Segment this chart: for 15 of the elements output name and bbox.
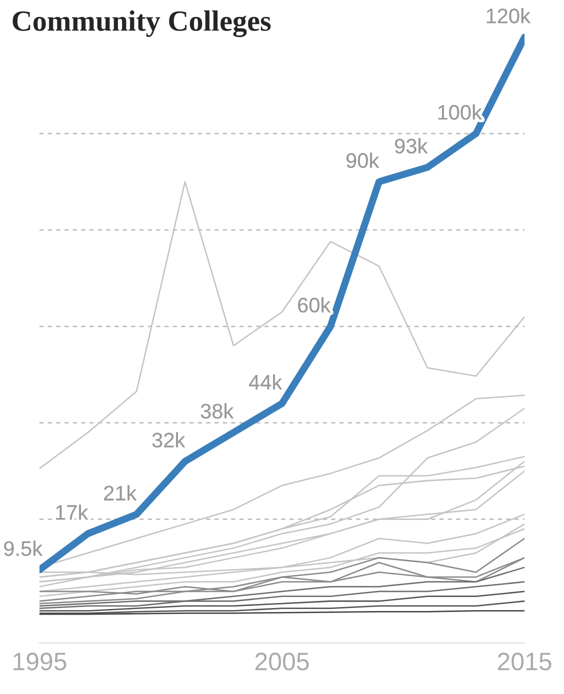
x-tick-label: 2005: [255, 652, 309, 670]
data-label: 100k: [438, 104, 482, 120]
data-label: 90k: [346, 152, 380, 168]
data-label: 120k: [486, 8, 530, 24]
data-label: 93k: [395, 138, 428, 154]
data-label: 21k: [104, 485, 137, 500]
x-tick-label: 2015: [498, 652, 552, 670]
data-label: 17k: [56, 504, 88, 520]
data-label: 60k: [298, 297, 331, 313]
data-label: 32k: [152, 432, 186, 448]
data-label: 38k: [200, 403, 234, 419]
data-label: 44k: [249, 374, 282, 390]
chart-title: Community Colleges: [12, 10, 271, 38]
x-tick-label: 1995: [14, 652, 66, 670]
data-label: 9.5k: [4, 540, 43, 556]
